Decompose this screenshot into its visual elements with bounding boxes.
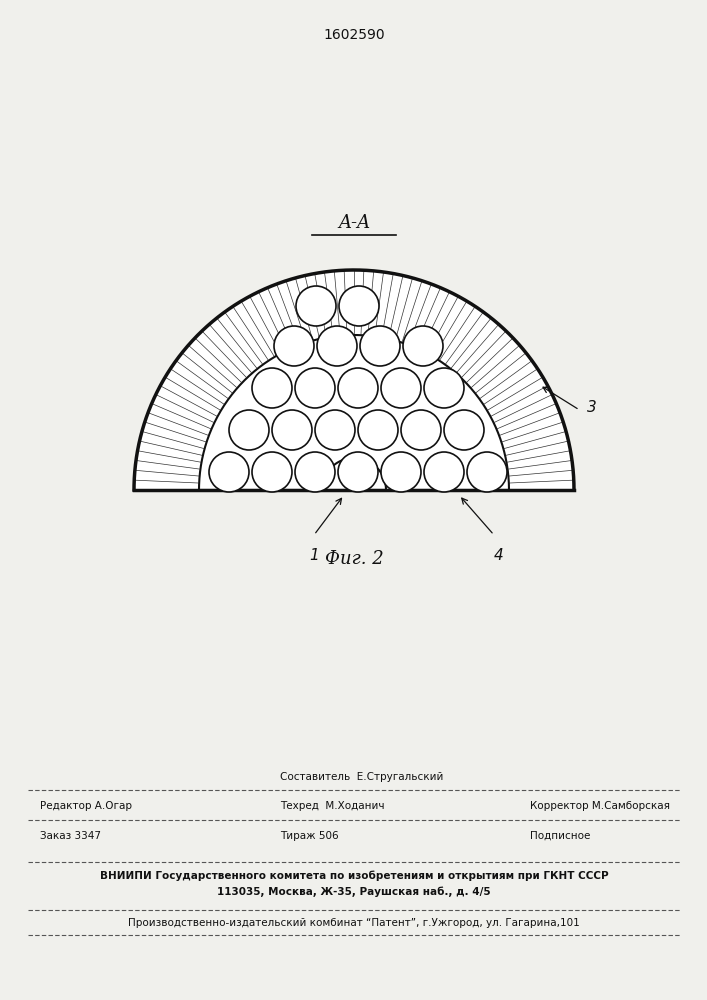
Text: 1: 1: [309, 548, 319, 563]
Circle shape: [315, 410, 355, 450]
Text: Корректор М.Самборская: Корректор М.Самборская: [530, 801, 670, 811]
Circle shape: [381, 368, 421, 408]
Text: 3: 3: [587, 400, 596, 416]
Circle shape: [296, 286, 336, 326]
Text: Тираж 506: Тираж 506: [280, 831, 339, 841]
Circle shape: [424, 368, 464, 408]
Circle shape: [401, 410, 441, 450]
Circle shape: [252, 368, 292, 408]
Text: 4: 4: [494, 548, 504, 563]
Circle shape: [424, 452, 464, 492]
Circle shape: [252, 452, 292, 492]
Circle shape: [229, 410, 269, 450]
Circle shape: [338, 368, 378, 408]
Text: Техред  М.Ходанич: Техред М.Ходанич: [280, 801, 385, 811]
Polygon shape: [134, 270, 574, 490]
Text: ВНИИПИ Государственного комитета по изобретениям и открытиям при ГКНТ СССР: ВНИИПИ Государственного комитета по изоб…: [100, 871, 608, 881]
Circle shape: [381, 452, 421, 492]
Circle shape: [444, 410, 484, 450]
Text: Фиг. 2: Фиг. 2: [325, 550, 383, 568]
Text: Производственно-издательский комбинат “Патент”, г.Ужгород, ул. Гагарина,101: Производственно-издательский комбинат “П…: [128, 918, 580, 928]
Text: A-A: A-A: [338, 214, 370, 232]
Text: Редактор А.Огар: Редактор А.Огар: [40, 801, 132, 811]
Circle shape: [209, 452, 249, 492]
Text: Подписное: Подписное: [530, 831, 590, 841]
Circle shape: [360, 326, 400, 366]
Circle shape: [338, 452, 378, 492]
Polygon shape: [199, 335, 509, 490]
Circle shape: [272, 410, 312, 450]
Circle shape: [403, 326, 443, 366]
Text: Заказ 3347: Заказ 3347: [40, 831, 101, 841]
Text: Составитель  Е.Стругальский: Составитель Е.Стругальский: [280, 772, 443, 782]
Circle shape: [274, 326, 314, 366]
Circle shape: [295, 368, 335, 408]
Circle shape: [295, 452, 335, 492]
Circle shape: [467, 452, 507, 492]
Circle shape: [358, 410, 398, 450]
Circle shape: [339, 286, 379, 326]
Text: 1602590: 1602590: [323, 28, 385, 42]
Text: 113035, Москва, Ж-35, Раушская наб., д. 4/5: 113035, Москва, Ж-35, Раушская наб., д. …: [217, 887, 491, 897]
Circle shape: [317, 326, 357, 366]
